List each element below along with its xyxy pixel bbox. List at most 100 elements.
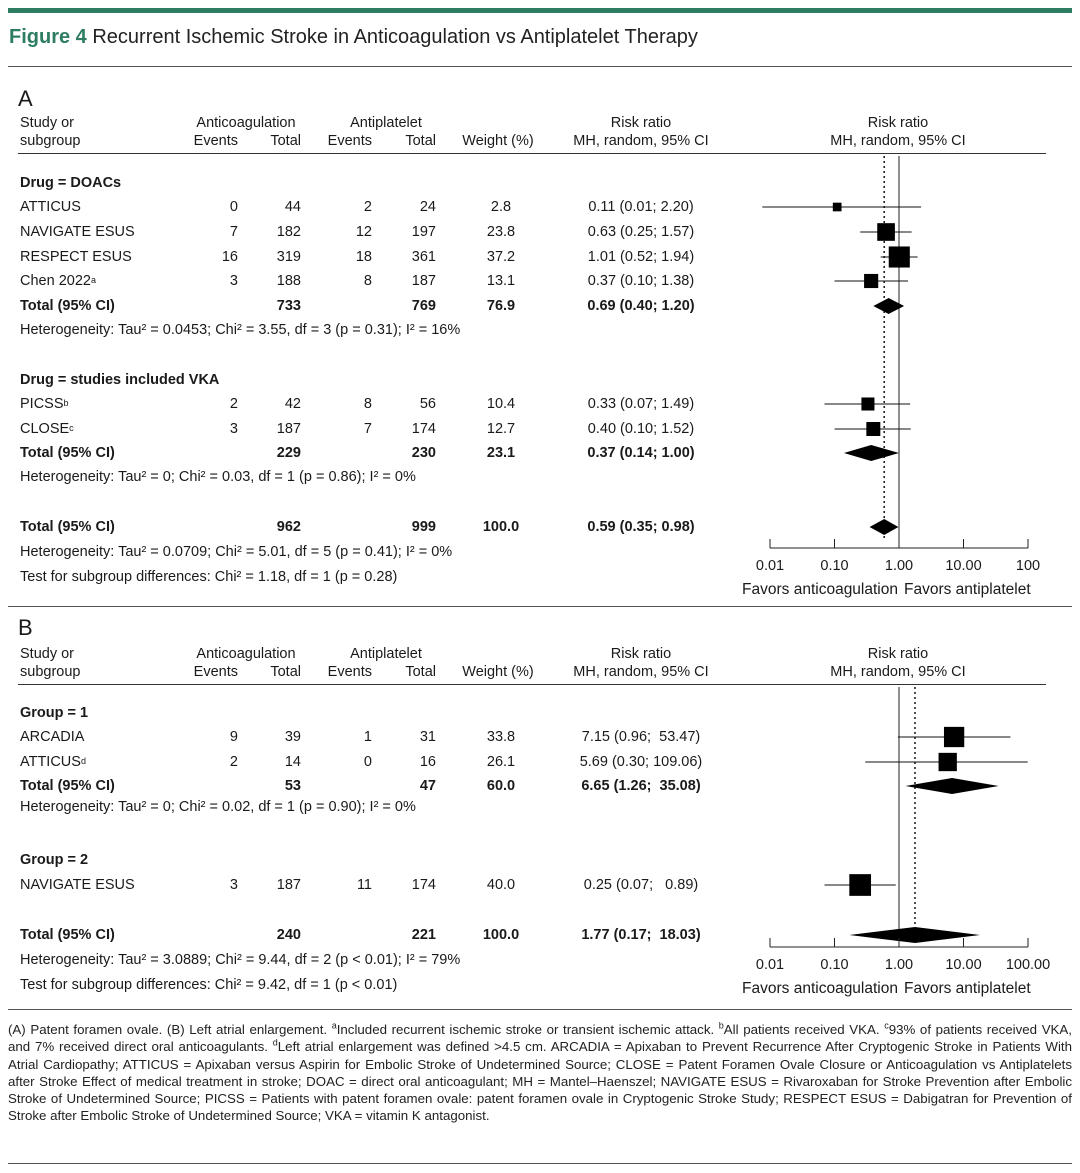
panel-letter: A (18, 86, 33, 111)
favors-antiplatelet-label: Favors antiplatelet (904, 581, 1031, 598)
x-tick-label: 10.00 (945, 957, 981, 973)
antiplatelet-total: 197 (411, 224, 436, 240)
weight: 37.2 (486, 249, 516, 265)
weight: 33.8 (486, 729, 516, 745)
weight: 23.8 (486, 224, 516, 240)
weight: 26.1 (486, 754, 516, 770)
study-name: ATTICUSd (20, 754, 86, 771)
pooled-diamond (869, 519, 899, 535)
header-plot-risk-ratio: Risk ratio (867, 115, 929, 131)
study-marker (943, 726, 965, 748)
weight: 100.0 (482, 927, 520, 943)
anticoag-total: 733 (276, 298, 301, 314)
study-name: CLOSEc (20, 421, 74, 438)
risk-ratio-ci: 0.63 (0.25; 1.57) (587, 224, 695, 240)
header-rule (18, 684, 1046, 685)
footnote-mark: b (718, 1020, 724, 1031)
study-name: ARCADIA (20, 729, 84, 746)
anticoag-events: 3 (229, 421, 238, 437)
risk-ratio-ci: 5.69 (0.30; 109.06) (579, 754, 703, 770)
header-plot-method: MH, random, 95% CI (830, 133, 966, 149)
title-rule (8, 66, 1072, 67)
anticoag-total: 53 (284, 778, 301, 794)
antiplatelet-events: 18 (355, 249, 372, 265)
risk-ratio-ci: 0.11 (0.01; 2.20) (588, 199, 694, 215)
study-name: ATTICUS (20, 199, 81, 216)
risk-ratio-ci: 1.01 (0.52; 1.94) (587, 249, 695, 265)
study-marker (938, 752, 957, 772)
weight: 13.1 (486, 273, 516, 289)
study-name: PICSSb (20, 396, 69, 413)
risk-ratio-ci: 0.59 (0.35; 0.98) (587, 519, 695, 535)
study-marker (877, 223, 895, 241)
footnote-mark: a (90, 275, 96, 285)
antiplatelet-total: 174 (411, 877, 436, 893)
x-tick-label: 1.00 (885, 558, 913, 574)
footnote: (A) Patent foramen ovale. (B) Left atria… (8, 1021, 1072, 1125)
header-study: Study or (20, 646, 74, 662)
anticoag-events: 16 (221, 249, 238, 265)
antiplatelet-events: 11 (356, 877, 372, 893)
header-events: Events (193, 133, 238, 149)
header-events: Events (193, 664, 238, 680)
x-tick-label: 0.10 (820, 957, 848, 973)
anticoag-total: 182 (276, 224, 301, 240)
heterogeneity-text: Heterogeneity: Tau² = 0.0709; Chi² = 5.0… (20, 544, 453, 560)
antiplatelet-events: 2 (363, 199, 372, 215)
x-tick-label: 100.00 (1006, 957, 1050, 973)
header-weight: Weight (%) (462, 664, 534, 680)
study-label: ATTICUS (20, 754, 81, 770)
study-label: NAVIGATE ESUS (20, 877, 135, 893)
study-marker (832, 202, 842, 212)
header-anticoagulation: Anticoagulation (196, 646, 296, 662)
anticoag-total: 229 (276, 445, 301, 461)
weight: 60.0 (486, 778, 516, 794)
study-marker (849, 874, 872, 896)
risk-ratio-ci: 6.65 (1.26; 35.08) (581, 778, 701, 794)
study-name: NAVIGATE ESUS (20, 224, 135, 241)
antiplatelet-total: 56 (419, 396, 436, 412)
anticoag-events: 7 (229, 224, 238, 240)
footnote-mark: a (331, 1020, 337, 1031)
study-label: ATTICUS (20, 199, 81, 215)
subgroup-title: Group = 1 (20, 705, 89, 721)
weight: 40.0 (486, 877, 516, 893)
study-name: RESPECT ESUS (20, 249, 132, 266)
risk-ratio-ci: 7.15 (0.96; 53.47) (581, 729, 701, 745)
footnote-text: (A) Patent foramen ovale. (B) Left atria… (8, 1022, 332, 1037)
header-plot-method: MH, random, 95% CI (830, 664, 966, 680)
antiplatelet-total: 221 (411, 927, 436, 943)
anticoag-total: 962 (276, 519, 301, 535)
antiplatelet-total: 361 (411, 249, 436, 265)
pooled-diamond (905, 778, 999, 794)
antiplatelet-total: 230 (411, 445, 436, 461)
heterogeneity-text: Heterogeneity: Tau² = 0; Chi² = 0.02, df… (20, 799, 416, 815)
anticoag-total: 319 (276, 249, 301, 265)
antiplatelet-total: 16 (419, 754, 436, 770)
weight: 2.8 (490, 199, 512, 215)
end-rule (8, 1163, 1072, 1164)
antiplatelet-events: 8 (363, 396, 372, 412)
header-total: Total (405, 664, 436, 680)
heterogeneity-text: Heterogeneity: Tau² = 0; Chi² = 0.03, df… (20, 469, 416, 485)
study-label: Chen 2022 (20, 273, 91, 289)
figure-title: Figure 4 Recurrent Ischemic Stroke in An… (9, 26, 698, 49)
footnote-text: Included recurrent ischemic stroke or tr… (336, 1022, 719, 1037)
header-method: MH, random, 95% CI (573, 664, 709, 680)
pooled-diamond (849, 927, 981, 943)
subgroup-title: Drug = studies included VKA (20, 372, 220, 388)
header-events: Events (327, 664, 372, 680)
panel-letter: B (18, 615, 33, 640)
header-weight: Weight (%) (462, 133, 534, 149)
header-antiplatelet: Antiplatelet (350, 115, 422, 131)
x-tick-label: 100 (1016, 558, 1040, 574)
pooled-diamond (873, 298, 905, 314)
weight: 23.1 (486, 445, 516, 461)
anticoag-events: 0 (229, 199, 238, 215)
weight: 76.9 (486, 298, 516, 314)
panel-a: A Study or subgroup Anticoagulation Antipla… (8, 68, 1072, 604)
forest-plot: 0.01 0.10 1.00 10.00 100.00 Favors anticoagul… (742, 687, 1050, 997)
antiplatelet-events: 12 (355, 224, 372, 240)
antiplatelet-total: 187 (411, 273, 436, 289)
subgroup-test-text: Test for subgroup differences: Chi² = 9.… (20, 977, 398, 993)
